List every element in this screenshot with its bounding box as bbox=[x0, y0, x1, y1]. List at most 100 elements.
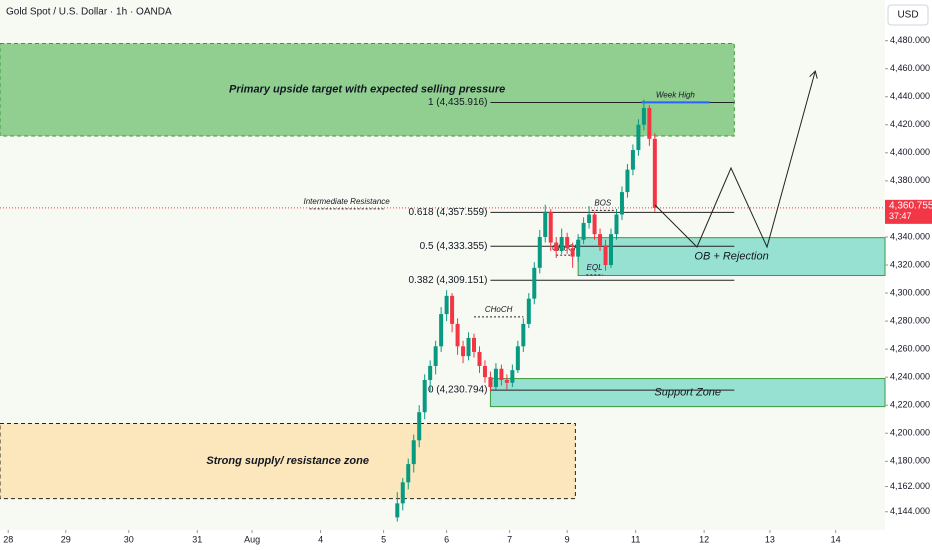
candle-body bbox=[472, 337, 477, 352]
y-tick-label: 4,340.000 bbox=[890, 231, 930, 241]
candles bbox=[395, 99, 657, 522]
candle-body bbox=[422, 379, 427, 413]
fib-label: 0 (4,230.794) bbox=[428, 385, 488, 396]
price-badge-label: 4,360.755 bbox=[889, 200, 932, 211]
candle-body bbox=[493, 368, 498, 387]
x-tick-label: 11 bbox=[631, 534, 640, 544]
zone-label: Primary upside target with expected sell… bbox=[229, 84, 505, 96]
candle-body bbox=[619, 192, 624, 215]
candle-body bbox=[565, 236, 570, 249]
zone bbox=[489, 378, 886, 408]
axes: 4,480.000 4,460.000 4,440.000 4,420.000 4,40… bbox=[3, 35, 932, 544]
candle-body bbox=[477, 351, 482, 366]
y-tick-label: 4,220.000 bbox=[890, 400, 930, 410]
candle-body bbox=[450, 295, 455, 324]
currency-button[interactable] bbox=[887, 4, 929, 26]
candle-body bbox=[400, 482, 405, 504]
y-tick-label: 4,440.000 bbox=[890, 91, 930, 101]
candle-body bbox=[515, 346, 520, 371]
y-tick-label: 4,420.000 bbox=[890, 119, 930, 129]
annotation-label: BOS bbox=[594, 198, 612, 207]
zone-label: Strong supply/ resistance zone bbox=[206, 455, 369, 467]
zones: Primary upside target with expected sell… bbox=[0, 42, 886, 500]
currency[interactable]: USD bbox=[897, 10, 918, 21]
candle-body bbox=[444, 295, 449, 315]
candle-body bbox=[570, 248, 575, 257]
y-tick-label: 4,460.000 bbox=[890, 63, 930, 73]
candle-body bbox=[526, 298, 531, 324]
candle-body bbox=[548, 211, 553, 243]
y-tick-label: 4,280.000 bbox=[890, 315, 930, 325]
candle-body bbox=[554, 242, 559, 251]
candle-body bbox=[411, 440, 416, 465]
y-tick-label: 4,380.000 bbox=[890, 175, 930, 185]
y-tick-label: 4,162.000 bbox=[890, 481, 930, 491]
x-tick-label: 5 bbox=[381, 534, 386, 544]
zone-label: Support Zone bbox=[654, 386, 721, 398]
x-tick-label: 7 bbox=[507, 534, 512, 544]
candle-body bbox=[395, 503, 400, 518]
y-tick-label: 4,200.000 bbox=[890, 428, 930, 438]
candle-body bbox=[532, 267, 537, 299]
candle-body bbox=[559, 236, 564, 251]
chart-title: Gold Spot / U.S. Dollar · 1h · OANDA bbox=[6, 7, 172, 18]
candle-body bbox=[598, 234, 603, 246]
candle-body bbox=[466, 337, 471, 357]
candle-body bbox=[630, 150, 635, 170]
x-tick-label: 14 bbox=[831, 534, 841, 544]
zone-label: OB + Rejection bbox=[694, 250, 768, 262]
candle-body bbox=[592, 214, 597, 235]
x-tick-label: 4 bbox=[318, 534, 323, 544]
y-tick-label: 4,320.000 bbox=[890, 259, 930, 269]
candle-body bbox=[603, 245, 608, 265]
y-tick-label: 4,144.000 bbox=[890, 506, 930, 516]
fib-label: 1 (4,435.916) bbox=[428, 97, 488, 108]
x-tick-label: 30 bbox=[124, 534, 134, 544]
candle-body bbox=[647, 107, 652, 139]
fib-label: 0.5 (4,333.355) bbox=[420, 241, 488, 252]
candle-body bbox=[543, 211, 548, 237]
candle-body bbox=[587, 214, 592, 223]
candle-body bbox=[499, 368, 504, 380]
x-tick-label: 6 bbox=[444, 534, 449, 544]
candle-body bbox=[641, 107, 646, 125]
y-tick-label: 4,180.000 bbox=[890, 456, 930, 466]
fib-label: 0.618 (4,357.559) bbox=[408, 207, 487, 218]
y-tick-label: 4,400.000 bbox=[890, 147, 930, 157]
zone bbox=[0, 42, 735, 137]
fib-label: 0.382 (4,309.151) bbox=[408, 275, 487, 286]
candle-body bbox=[439, 314, 444, 347]
projection-path bbox=[654, 72, 815, 249]
x-tick-label: 13 bbox=[765, 534, 775, 544]
candle-body bbox=[504, 379, 509, 383]
candle-body bbox=[417, 412, 422, 441]
countdown: 37:47 bbox=[889, 211, 912, 221]
candle-body bbox=[652, 138, 657, 208]
candle-body bbox=[614, 214, 619, 235]
annotation-label: CHoCH bbox=[485, 305, 513, 314]
candle-body bbox=[461, 346, 466, 357]
x-tick-label: 9 bbox=[565, 534, 570, 544]
candle-body bbox=[581, 222, 586, 240]
candle-body bbox=[625, 169, 630, 193]
y-tick-label: 4,480.000 bbox=[890, 35, 930, 45]
candle-body bbox=[428, 365, 433, 380]
candle-body bbox=[488, 377, 493, 387]
annotation-label: Intermediate Resistance bbox=[303, 197, 390, 206]
x-tick-label: 29 bbox=[61, 534, 71, 544]
x-tick-label: 31 bbox=[192, 534, 202, 544]
candle-body bbox=[433, 346, 438, 366]
time-axis bbox=[0, 530, 885, 550]
candle-body bbox=[455, 323, 460, 347]
annotation-label: EQL bbox=[587, 263, 603, 272]
candle-body bbox=[609, 234, 614, 265]
annotation-label: Week High bbox=[656, 90, 696, 99]
price-axis bbox=[885, 0, 932, 550]
candle-body bbox=[636, 124, 641, 151]
candle-body bbox=[482, 365, 487, 378]
price-badge bbox=[885, 199, 932, 224]
y-tick-label: 4,260.000 bbox=[890, 344, 930, 354]
candle-body bbox=[510, 370, 515, 383]
